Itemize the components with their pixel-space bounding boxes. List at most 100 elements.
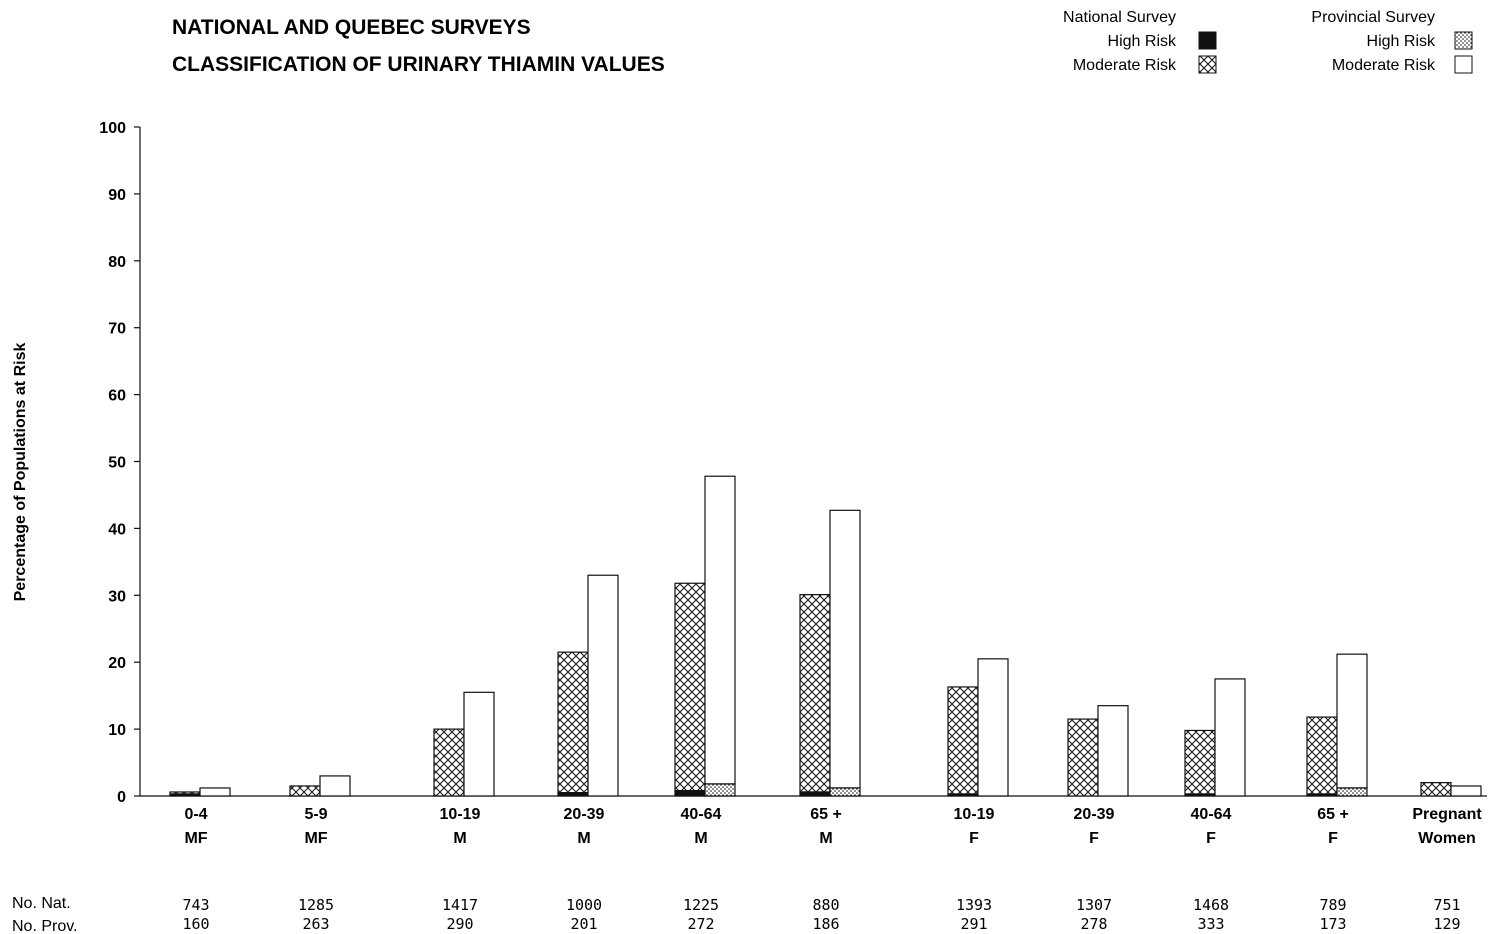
category-label-top: 40-64 — [1191, 806, 1232, 823]
national-moderate-bar-4 — [674, 582, 706, 792]
category-label-bottom: M — [819, 830, 832, 847]
count-national: 789 — [1319, 896, 1346, 914]
national-high-bar-3 — [557, 792, 589, 797]
category-label-bottom: M — [694, 830, 707, 847]
y-tick-label: 10 — [108, 722, 126, 739]
legend-national-moderate-label: Moderate Risk — [1073, 57, 1177, 74]
national-high-bar-8 — [1184, 793, 1216, 797]
provincial-moderate-bar-7 — [1097, 705, 1129, 797]
national-moderate-bar-8 — [1184, 729, 1216, 795]
provincial-moderate-bar-3 — [587, 574, 619, 797]
legend-national-high-label: High Risk — [1108, 33, 1177, 50]
national-high-bar-6 — [947, 793, 979, 797]
count-provincial: 173 — [1319, 915, 1346, 933]
count-national: 1285 — [298, 896, 334, 914]
y-axis-label: Percentage of Populations at Risk — [12, 343, 29, 602]
y-tick-label: 20 — [108, 655, 126, 672]
national-moderate-bar-2 — [433, 728, 465, 797]
provincial-moderate-bar-6 — [977, 658, 1009, 797]
legend-provincial-title: Provincial Survey — [1311, 9, 1435, 26]
category-label-top: 10-19 — [440, 806, 481, 823]
national-moderate-bar-6 — [947, 686, 979, 795]
legend-provincial-moderate-swatch — [1454, 55, 1473, 74]
category-label-bottom: F — [969, 830, 979, 847]
count-provincial: 129 — [1433, 915, 1460, 933]
count-provincial: 290 — [446, 915, 473, 933]
count-national: 743 — [182, 896, 209, 914]
legend-national-high-swatch — [1198, 31, 1217, 50]
chart-title-line2: CLASSIFICATION OF URINARY THIAMIN VALUES — [172, 53, 665, 76]
count-provincial: 263 — [302, 915, 329, 933]
category-label-top: 10-19 — [954, 806, 995, 823]
category-label-top: 65 + — [810, 806, 842, 823]
legend-provincial-moderate-label: Moderate Risk — [1332, 57, 1436, 74]
count-national: 1307 — [1076, 896, 1112, 914]
legend-national: National Survey High Risk Moderate Risk — [1063, 9, 1217, 74]
count-provincial: 201 — [570, 915, 597, 933]
y-tick-label: 0 — [117, 789, 126, 806]
count-national: 880 — [812, 896, 839, 914]
counts-provincial-label: No. Prov. — [12, 918, 78, 934]
y-tick-label: 30 — [108, 588, 126, 605]
y-ticks: 0 10 20 30 40 50 60 70 80 90 100 — [99, 120, 140, 806]
category-label-bottom: MF — [184, 830, 207, 847]
category-label-bottom: F — [1328, 830, 1338, 847]
y-tick-label: 80 — [108, 254, 126, 271]
category-label-top: 20-39 — [564, 806, 605, 823]
y-tick-label: 100 — [99, 120, 126, 137]
y-tick-label: 60 — [108, 388, 126, 405]
count-provincial: 333 — [1197, 915, 1224, 933]
category-label-bottom: MF — [304, 830, 327, 847]
count-national: 751 — [1433, 896, 1460, 914]
bars — [169, 475, 1482, 797]
legend-provincial-high-label: High Risk — [1367, 33, 1436, 50]
category-label-top: 40-64 — [681, 806, 722, 823]
provincial-moderate-bar-1 — [319, 775, 351, 797]
national-moderate-bar-9 — [1306, 716, 1338, 795]
category-label-top: Pregnant — [1412, 806, 1482, 823]
national-moderate-bar-7 — [1067, 718, 1099, 797]
provincial-moderate-bar-2 — [463, 691, 495, 797]
national-high-bar-9 — [1306, 793, 1338, 797]
provincial-moderate-bar-5 — [829, 509, 861, 789]
provincial-moderate-bar-8 — [1214, 678, 1246, 797]
y-tick-label: 40 — [108, 521, 126, 538]
chart-title-line1: NATIONAL AND QUEBEC SURVEYS — [172, 16, 531, 39]
provincial-high-bar-4 — [704, 783, 736, 797]
count-provincial: 278 — [1080, 915, 1107, 933]
category-label-top: 65 + — [1317, 806, 1349, 823]
category-label-bottom: M — [453, 830, 466, 847]
category-label-bottom: F — [1089, 830, 1099, 847]
provincial-high-bar-9 — [1336, 787, 1368, 797]
category-labels: 0-4 MF 5-9 MF 10-19 M 20-39 M 40-64 M 65 + M 10-19 F 2… — [184, 806, 1482, 847]
legend-national-moderate-swatch — [1198, 55, 1217, 74]
legend-provincial: Provincial Survey High Risk Moderate Ris… — [1311, 9, 1473, 74]
national-moderate-bar-3 — [557, 651, 589, 794]
national-high-bar-4 — [674, 790, 706, 797]
count-provincial: 272 — [687, 915, 714, 933]
count-provincial: 291 — [960, 915, 987, 933]
category-label-top: 20-39 — [1074, 806, 1115, 823]
count-national: 1000 — [566, 896, 602, 914]
category-label-bottom: M — [577, 830, 590, 847]
legend-provincial-high-swatch — [1454, 31, 1473, 50]
counts-national-label: No. Nat. — [12, 895, 71, 912]
provincial-moderate-bar-4 — [704, 475, 736, 785]
y-tick-label: 70 — [108, 321, 126, 338]
count-national: 1417 — [442, 896, 478, 914]
provincial-moderate-bar-0 — [199, 787, 231, 797]
national-high-bar-5 — [799, 791, 831, 797]
y-tick-label: 90 — [108, 187, 126, 204]
category-label-top: 5-9 — [304, 806, 327, 823]
national-moderate-bar-10 — [1420, 782, 1452, 797]
legend-national-title: National Survey — [1063, 9, 1176, 26]
category-label-bottom: F — [1206, 830, 1216, 847]
provincial-moderate-bar-10 — [1450, 785, 1482, 797]
count-national: 1393 — [956, 896, 992, 914]
provincial-moderate-bar-9 — [1336, 653, 1368, 789]
national-moderate-bar-1 — [289, 785, 321, 797]
provincial-high-bar-5 — [829, 787, 861, 797]
count-provincial: 160 — [182, 915, 209, 933]
category-label-bottom: Women — [1418, 830, 1475, 847]
